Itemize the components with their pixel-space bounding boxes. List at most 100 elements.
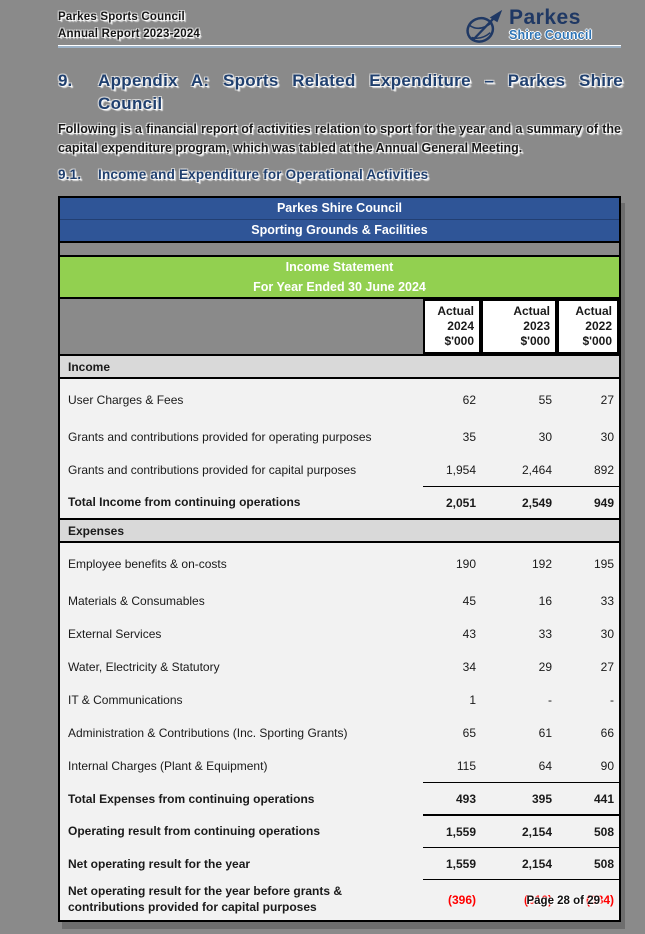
header-report-line: Annual Report 2023-2024 (58, 28, 201, 41)
subsection-number: 9.1. (58, 167, 82, 182)
col-label: Actual (513, 304, 550, 318)
section-label: Income (60, 354, 620, 379)
row-value-2023: 2,154 (481, 847, 557, 880)
row-label: Operating result from continuing operati… (68, 824, 321, 839)
row-value-2024: 62 (462, 392, 476, 407)
statement-row: User Charges & Fees 62 55 27 (60, 378, 619, 420)
statement-row: Employee benefits & on-costs 190 192 195 (60, 542, 619, 584)
row-label: Administration & Contributions (Inc. Spo… (68, 725, 348, 740)
row-value-2024: 1,559 (423, 847, 481, 880)
row-value-2022: (384) (586, 892, 615, 907)
logo-name: Parkes (509, 6, 581, 29)
col-year: 2022 (585, 319, 612, 333)
banner-spacer (60, 243, 619, 255)
row-value-2022: 90 (557, 749, 620, 783)
statement-row: Water, Electricity & Statutory 34 29 27 (60, 650, 619, 683)
row-value-2022: 33 (600, 593, 615, 608)
row-label: IT & Communications (68, 692, 183, 707)
income-statement-table: Parkes Shire Council Sporting Grounds & … (58, 196, 621, 922)
statement-row: Grants and contributions provided for ca… (60, 453, 620, 487)
banner-facility: Sporting Grounds & Facilities (251, 223, 428, 237)
section-title: Appendix A: Sports Related Expenditure –… (98, 71, 623, 113)
row-value-2022: 441 (557, 782, 620, 816)
col-unit: $'000 (582, 334, 612, 348)
telescope-dish-icon (464, 7, 506, 46)
row-value-2023: 2,464 (481, 453, 557, 487)
row-label: Grants and contributions provided for op… (68, 429, 372, 444)
statement-row: Internal Charges (Plant & Equipment) 115 6… (60, 749, 620, 783)
statement-title: Income Statement (285, 260, 394, 274)
section-header-row: Income (60, 354, 620, 379)
row-label: Materials & Consumables (68, 593, 205, 608)
column-header-2024: Actual 2024 $'000 (423, 299, 481, 354)
row-value-2022: 30 (600, 429, 615, 444)
row-value-2024: 1,559 (423, 815, 481, 848)
row-value-2023: 33 (538, 626, 552, 641)
subsection-title: Income and Expenditure for Operational A… (98, 167, 429, 182)
row-value-2022: 66 (600, 725, 615, 740)
row-value-2022: 949 (557, 486, 620, 520)
row-label: Grants and contributions provided for ca… (68, 462, 357, 477)
row-value-2024: 190 (455, 556, 476, 571)
row-label: Total Expenses from continuing operation… (68, 791, 315, 806)
row-value-2023: 64 (481, 749, 557, 783)
row-value-2023: 395 (481, 782, 557, 816)
page-number: Page 28 of 29 (526, 895, 600, 907)
column-header-blank (60, 299, 423, 354)
subsection-heading: 9.1. Income and Expenditure for Operatio… (58, 167, 623, 182)
row-value-2023: (310) (523, 892, 552, 907)
row-label: User Charges & Fees (68, 392, 184, 407)
row-value-2024: 1 (469, 692, 476, 707)
row-label: Total Income from continuing operations (68, 495, 301, 510)
column-header-row: Actual 2024 $'000 Actual 2023 $'000 Actu… (60, 299, 619, 354)
row-value-2023: 55 (538, 392, 552, 407)
row-value-2024: (396) (447, 892, 476, 907)
row-value-2024: 43 (462, 626, 476, 641)
col-unit: $'000 (444, 334, 474, 348)
row-value-2022: 508 (557, 847, 620, 880)
row-value-2022: 892 (557, 453, 620, 487)
statement-row: IT & Communications 1 - - (60, 683, 619, 716)
col-year: 2023 (523, 319, 550, 333)
row-value-2022: 27 (600, 659, 615, 674)
row-value-2024: 1,954 (423, 453, 481, 487)
statement-row: Net operating result for the year 1,559 2,… (60, 847, 620, 880)
section-header-row: Expenses (60, 518, 620, 543)
row-label: Water, Electricity & Statutory (68, 659, 220, 674)
row-value-2022: 30 (600, 626, 615, 641)
row-label: Net operating result for the year (68, 856, 251, 871)
column-header-2022: Actual 2022 $'000 (557, 299, 619, 354)
col-year: 2024 (447, 319, 474, 333)
row-value-2023: - (548, 692, 552, 707)
row-label: Internal Charges (Plant & Equipment) (68, 758, 268, 773)
statement-row: Net operating result for the year before… (60, 880, 619, 920)
row-label: Employee benefits & on-costs (68, 556, 227, 571)
row-value-2022: 195 (593, 556, 615, 571)
logo-wordmark: Parkes Shire Council (509, 7, 592, 42)
statement-body: Income User Charges & Fees 62 55 27 Grants an… (60, 354, 620, 920)
row-value-2024: 115 (423, 749, 481, 783)
council-logo: Parkes Shire Council (464, 7, 592, 46)
statement-row: Administration & Contributions (Inc. Spo… (60, 716, 619, 749)
statement-title-banner: Income Statement For Year Ended 30 June … (60, 255, 619, 299)
section-number: 9. (58, 71, 73, 90)
row-label: External Services (68, 626, 162, 641)
statement-period: For Year Ended 30 June 2024 (253, 280, 426, 294)
statement-row: Total Expenses from continuing operation… (60, 782, 620, 816)
row-value-2024: 45 (462, 593, 476, 608)
header-divider (58, 45, 621, 48)
col-unit: $'000 (520, 334, 550, 348)
statement-row: External Services 43 33 30 (60, 617, 619, 650)
row-value-2022: 27 (600, 392, 615, 407)
statement-row: Operating result from continuing operati… (60, 815, 620, 848)
row-value-2023: 29 (538, 659, 552, 674)
row-value-2023: 2,549 (481, 486, 557, 520)
logo-subtitle: Shire Council (509, 28, 593, 42)
row-label: Net operating result for the year before… (68, 883, 343, 914)
row-value-2023: 2,154 (481, 815, 557, 848)
section-heading: 9. Appendix A: Sports Related Expenditur… (58, 70, 623, 116)
row-value-2024: 34 (462, 659, 476, 674)
row-value-2023: 61 (538, 725, 552, 740)
col-label: Actual (437, 304, 474, 318)
